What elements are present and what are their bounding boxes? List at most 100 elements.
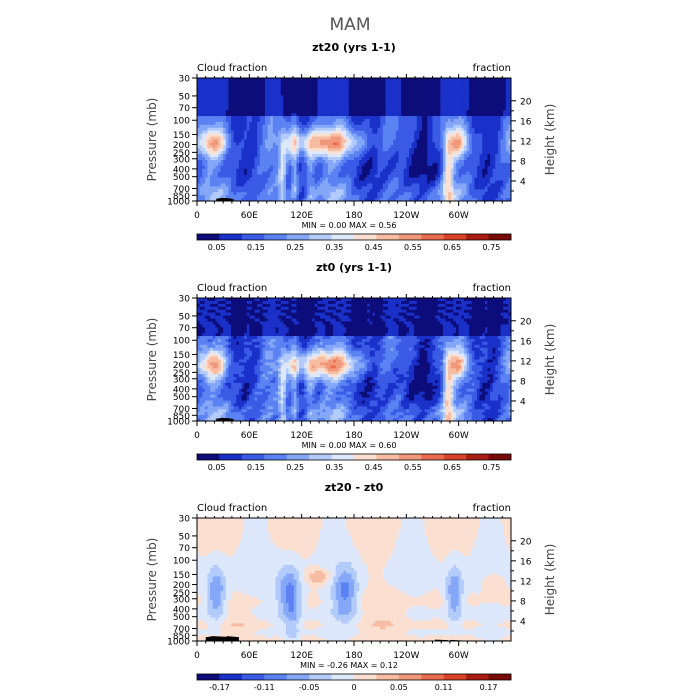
heatmap-cell [299, 168, 303, 173]
heatmap-cell [437, 165, 441, 170]
heatmap-cell [223, 86, 227, 91]
heatmap-cell [474, 136, 478, 140]
heatmap-cell [312, 151, 316, 155]
heatmap-cell [293, 98, 297, 102]
heatmap-cell [505, 180, 509, 184]
heatmap-cell [202, 92, 206, 96]
heatmap-cell [372, 157, 376, 161]
heatmap-cell [356, 177, 360, 181]
heatmap-cell [484, 189, 488, 193]
heatmap-cell [377, 107, 381, 111]
heatmap-cell [312, 78, 316, 82]
heatmap-cell [333, 186, 337, 190]
heatmap-cell [393, 98, 397, 102]
heatmap-cell [411, 78, 415, 82]
heatmap-cell [325, 165, 329, 170]
heatmap-cell [207, 198, 211, 202]
heatmap-cell [437, 101, 441, 105]
heatmap-cell [450, 160, 454, 164]
heatmap-cell [257, 145, 261, 149]
heatmap-cell [225, 78, 229, 82]
heatmap-cell [244, 168, 248, 173]
heatmap-cell [280, 78, 284, 82]
heatmap-cell [458, 148, 462, 152]
heatmap-cell [275, 198, 279, 202]
heatmap-cell [393, 195, 397, 199]
heatmap-cell [461, 101, 465, 105]
heatmap-cell [429, 151, 433, 155]
heatmap-cell [330, 180, 334, 184]
heatmap-cell [500, 92, 504, 96]
heatmap-cell [471, 180, 475, 184]
heatmap-cell [461, 133, 465, 137]
heatmap-cell [236, 83, 240, 88]
heatmap-cell [207, 189, 211, 193]
heatmap-cell [285, 151, 289, 155]
heatmap-cell [246, 130, 250, 135]
heatmap-cell [327, 180, 331, 184]
heatmap-cell [270, 154, 274, 158]
heatmap-cell [197, 154, 201, 158]
heatmap-cell [275, 124, 279, 129]
heatmap-cell [306, 157, 310, 161]
heatmap-cell [377, 139, 381, 143]
heatmap-cell [319, 121, 323, 126]
heatmap-cell [244, 160, 248, 164]
heatmap-cell [437, 195, 441, 199]
heatmap-cell [325, 80, 329, 85]
heatmap-cell [453, 162, 457, 167]
heatmap-cell [280, 83, 284, 88]
heatmap-cell [398, 107, 402, 111]
heatmap-cell [309, 142, 313, 146]
heatmap-cell [335, 186, 339, 190]
heatmap-cell [210, 124, 214, 129]
heatmap-cell [419, 121, 423, 126]
heatmap-cell [270, 189, 274, 193]
heatmap-cell [406, 127, 410, 132]
heatmap-cell [241, 145, 245, 149]
heatmap-cell [471, 133, 475, 137]
heatmap-cell [330, 78, 334, 82]
heatmap-cell [288, 92, 292, 96]
heatmap-cell [442, 136, 446, 140]
heatmap-cell [348, 136, 352, 140]
heatmap-cell [267, 98, 271, 102]
heatmap-cell [419, 162, 423, 167]
heatmap-cell [403, 116, 407, 120]
heatmap-cell [275, 177, 279, 181]
heatmap-cell [343, 107, 347, 111]
heatmap-cell [474, 113, 478, 117]
heatmap-cell [293, 89, 297, 94]
heatmap-cell [257, 78, 261, 82]
heatmap-cell [482, 139, 486, 143]
heatmap-cell [442, 95, 446, 99]
heatmap-cell [304, 177, 308, 181]
heatmap-cell [228, 89, 232, 94]
heatmap-cell [217, 180, 221, 184]
heatmap-cell [301, 86, 305, 91]
heatmap-cell [288, 89, 292, 94]
heatmap-cell [343, 174, 347, 178]
heatmap-cell [469, 168, 473, 173]
heatmap-cell [390, 168, 394, 173]
heatmap-cell [265, 142, 269, 146]
heatmap-cell [429, 95, 433, 99]
heatmap-cell [272, 174, 276, 178]
heatmap-cell [338, 189, 342, 193]
heatmap-cell [461, 171, 465, 176]
heatmap-cell [508, 186, 512, 190]
heatmap-cell [429, 110, 433, 114]
heatmap-cell [385, 107, 389, 111]
heatmap-cell [280, 189, 284, 193]
heatmap-cell [225, 192, 229, 196]
heatmap-cell [251, 168, 255, 173]
heatmap-cell [395, 195, 399, 199]
heatmap-cell [471, 116, 475, 120]
heatmap-cell [361, 92, 365, 96]
heatmap-cell [319, 130, 323, 135]
heatmap-cell [505, 148, 509, 152]
heatmap-cell [471, 168, 475, 173]
heatmap-cell [291, 151, 295, 155]
heatmap-cell [335, 86, 339, 91]
heatmap-cell [330, 110, 334, 114]
